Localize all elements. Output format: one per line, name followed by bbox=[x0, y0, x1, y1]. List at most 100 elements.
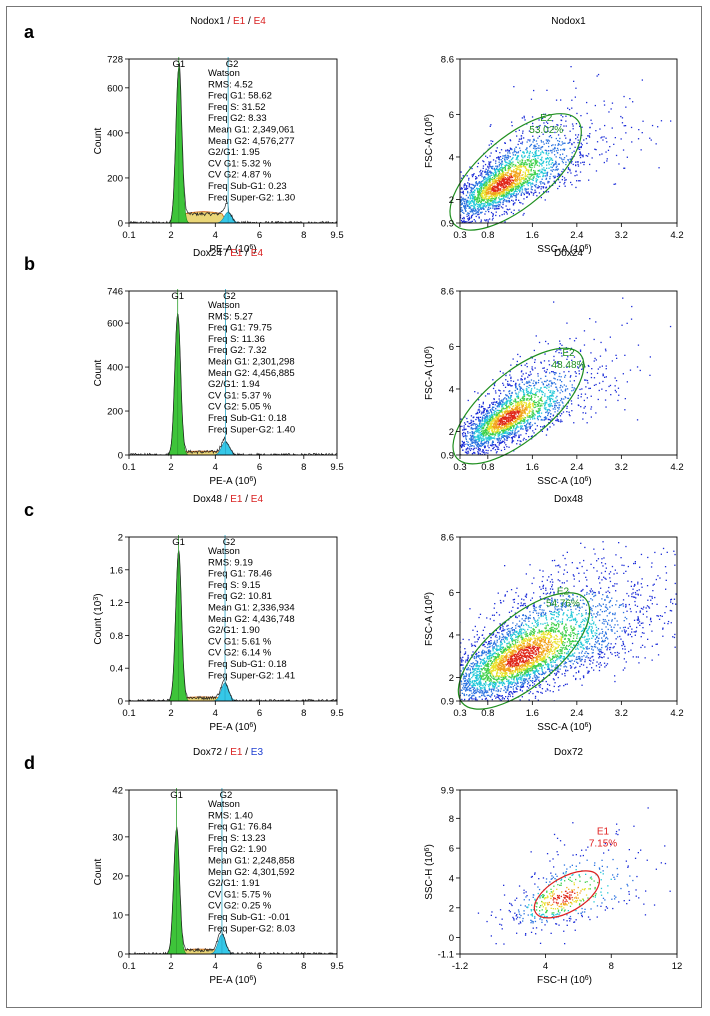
scatter-point bbox=[471, 194, 474, 197]
scatter-point bbox=[571, 99, 573, 101]
scatter-point bbox=[545, 380, 547, 383]
scatter-point bbox=[498, 204, 500, 206]
scatter-point bbox=[595, 130, 597, 132]
scatter-point bbox=[483, 425, 486, 427]
scatter-point bbox=[650, 139, 652, 141]
scatter-point bbox=[532, 139, 535, 141]
scatter-point bbox=[507, 156, 509, 158]
scatter-point bbox=[545, 131, 547, 133]
scatter-point bbox=[540, 377, 542, 380]
scatter-point bbox=[494, 176, 496, 178]
scatter-point bbox=[448, 207, 449, 208]
scatter-point bbox=[465, 435, 467, 437]
scatter-point bbox=[577, 161, 579, 163]
scatter-point bbox=[544, 172, 546, 174]
scatter-point bbox=[641, 132, 643, 134]
scatter-point bbox=[531, 416, 533, 418]
scatter-point bbox=[542, 383, 544, 385]
scatter-point bbox=[525, 167, 527, 170]
scatter-point bbox=[473, 193, 475, 196]
scatter-point bbox=[483, 187, 485, 189]
x-tick-label: 1.6 bbox=[526, 230, 539, 241]
scatter-point bbox=[480, 203, 482, 206]
scatter-point bbox=[478, 206, 480, 208]
scatter-point bbox=[526, 168, 528, 170]
scatter-point bbox=[542, 403, 544, 405]
scatter-point bbox=[485, 437, 487, 439]
scatter-point bbox=[471, 220, 473, 222]
scatter-point bbox=[470, 436, 472, 439]
scatter-point bbox=[502, 432, 504, 434]
scatter-point bbox=[556, 349, 558, 351]
scatter-point bbox=[439, 248, 440, 249]
scatter-point bbox=[457, 433, 458, 434]
scatter-point bbox=[471, 438, 473, 441]
scatter-point bbox=[521, 141, 524, 143]
scatter-point bbox=[506, 201, 508, 203]
scatter-point bbox=[505, 178, 507, 181]
scatter-point bbox=[538, 147, 540, 149]
scatter-point bbox=[511, 182, 513, 185]
scatter-point bbox=[551, 144, 553, 147]
scatter-point bbox=[550, 403, 552, 405]
scatter-point bbox=[551, 371, 553, 373]
scatter-point bbox=[456, 208, 457, 209]
scatter-point bbox=[460, 210, 462, 213]
scatter-point bbox=[515, 183, 517, 185]
scatter-point bbox=[551, 393, 553, 395]
scatter-point bbox=[590, 376, 593, 379]
scatter-point bbox=[470, 437, 472, 439]
scatter-point bbox=[456, 198, 457, 199]
scatter-point bbox=[508, 201, 511, 203]
scatter-point bbox=[470, 197, 472, 199]
scatter-point bbox=[467, 212, 469, 214]
scatter-point bbox=[452, 210, 453, 211]
scatter-point bbox=[495, 191, 497, 193]
plot-frame bbox=[128, 789, 338, 955]
scatter-point bbox=[491, 419, 494, 421]
scatter-point bbox=[546, 429, 549, 431]
scatter-point bbox=[501, 160, 503, 162]
scatter-point bbox=[520, 426, 522, 428]
scatter-point bbox=[548, 411, 550, 414]
scatter-point bbox=[502, 427, 504, 429]
scatter-point bbox=[539, 405, 541, 407]
scatter-point bbox=[521, 419, 523, 422]
scatter-point bbox=[472, 435, 474, 437]
scatter-point bbox=[562, 402, 564, 404]
scatter-point bbox=[600, 341, 602, 344]
scatter-point bbox=[480, 181, 483, 183]
scatter-point bbox=[526, 391, 528, 393]
scatter-point bbox=[508, 407, 511, 409]
scatter-point bbox=[479, 174, 481, 176]
scatter-point bbox=[521, 159, 524, 161]
scatter-point bbox=[464, 183, 466, 185]
scatter-point bbox=[486, 440, 488, 442]
scatter-point bbox=[491, 167, 493, 169]
scatter-point bbox=[555, 372, 557, 374]
title-gate-1: E1 bbox=[230, 248, 243, 259]
scatter-point bbox=[503, 194, 505, 196]
scatter-point bbox=[554, 408, 556, 410]
scatter-point bbox=[611, 360, 613, 362]
scatter-point bbox=[526, 147, 528, 149]
scatter-point bbox=[530, 163, 533, 165]
scatter-point bbox=[533, 156, 536, 158]
scatter-point bbox=[513, 151, 515, 153]
scatter-point bbox=[482, 208, 484, 210]
scatter-point bbox=[475, 426, 477, 428]
scatter-point bbox=[464, 435, 466, 437]
scatter-point bbox=[550, 385, 552, 387]
scatter-point bbox=[475, 443, 477, 446]
scatter-point bbox=[491, 201, 493, 203]
scatter-point bbox=[550, 390, 552, 392]
scatter-point bbox=[494, 419, 496, 421]
scatter-point bbox=[545, 411, 547, 414]
scatter-point bbox=[520, 137, 523, 139]
scatter-point bbox=[565, 115, 567, 117]
scatter-point bbox=[473, 416, 475, 418]
scatter-point bbox=[550, 136, 553, 139]
scatter-point bbox=[451, 421, 452, 422]
scatter-point bbox=[504, 439, 506, 441]
scatter-point bbox=[495, 416, 497, 418]
